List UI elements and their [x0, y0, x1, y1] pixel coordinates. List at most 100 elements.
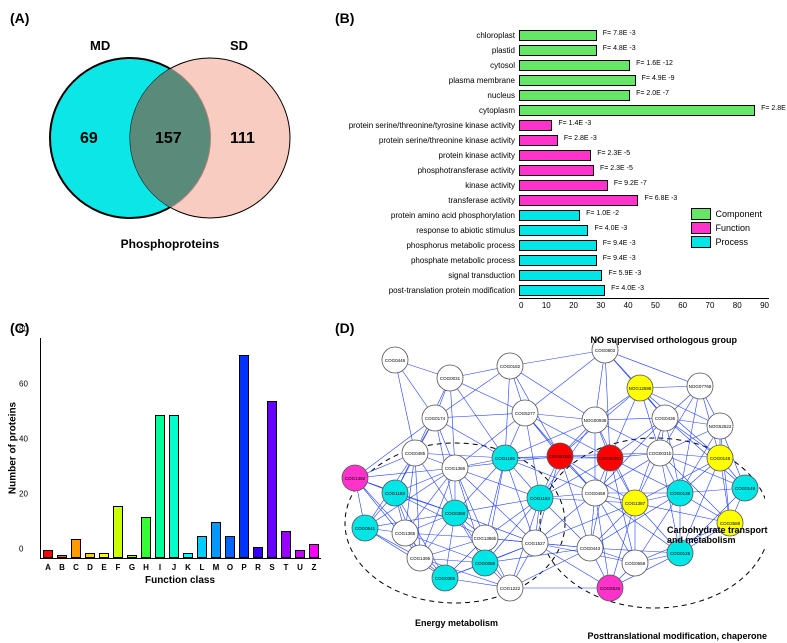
- vbar-ylabel: Number of proteins: [8, 402, 19, 494]
- vbar-category: U: [295, 563, 305, 572]
- vbar-ytick: 60: [19, 380, 28, 389]
- vbar-category: R: [253, 563, 263, 572]
- network-node: COG0541: [352, 515, 378, 541]
- hbar-fvalue: F= 4.8E -3: [603, 45, 636, 52]
- hbar-tick: 20: [569, 301, 578, 310]
- vbar-category: S: [267, 563, 277, 572]
- node-label: COG1385: [395, 531, 416, 536]
- network-node: COG1185: [492, 445, 518, 471]
- network-node: NOG12598: [627, 375, 653, 401]
- node-label: NOG52622: [709, 424, 732, 429]
- node-label: COG0056: [475, 561, 496, 566]
- network-node: COG0182: [497, 353, 523, 379]
- vbar-category: L: [197, 563, 207, 572]
- network-node: COG0138: [667, 480, 693, 506]
- vbar-ytick: 80: [19, 325, 28, 334]
- hbar-bar: [519, 180, 608, 191]
- hbar-track: F= 4.9E -9: [519, 75, 769, 86]
- hbar-bar: [519, 285, 605, 296]
- node-label: COG1395: [410, 556, 431, 561]
- hbar-tick: 30: [596, 301, 605, 310]
- vbar-category: E: [99, 563, 109, 572]
- hbar-fvalue: F= 1.6E -12: [636, 60, 673, 67]
- vbar-ytick: 40: [19, 435, 28, 444]
- vbar-category: C: [71, 563, 81, 572]
- vbar-bar: [141, 517, 151, 558]
- vbar-category: G: [127, 563, 137, 572]
- node-label: COG0149: [735, 486, 756, 491]
- hbar-legend: Component Function Process: [691, 208, 762, 250]
- vbar-bar: [183, 553, 193, 559]
- hbar-track: F= 2.3E -5: [519, 150, 769, 161]
- hbar-label: nucleus: [335, 91, 519, 100]
- network-node: COG1386b: [472, 525, 498, 551]
- hbar-label: cytoplasm: [335, 106, 519, 115]
- network-node: COG0149: [732, 475, 758, 501]
- hbar-tick: 0: [519, 301, 523, 310]
- hbar-row: phosphotransferase activityF= 2.3E -5: [335, 163, 777, 177]
- venn-diagram: MD SD 69 157 111 Phosphoproteins: [10, 10, 330, 251]
- hbar-row: post-translation protein modificationF= …: [335, 283, 777, 297]
- node-label: COG5526: [600, 586, 621, 591]
- hbar-bar: [519, 120, 552, 131]
- node-label: COG0031b: [649, 451, 672, 456]
- vbar-bar: [127, 555, 137, 558]
- vbar-bar: [225, 536, 235, 558]
- vbar-category: B: [57, 563, 67, 572]
- vbar-bar: [239, 355, 249, 559]
- node-label: COG0031: [440, 376, 461, 381]
- network-node: COG5526: [597, 575, 623, 601]
- hbar-bar: [519, 240, 597, 251]
- network-node: COG0056: [472, 550, 498, 576]
- network-node: COG1184: [527, 485, 553, 511]
- hbar-label: plastid: [335, 46, 519, 55]
- network-edge: [605, 350, 700, 386]
- hbar-label: response to abiotic stimulus: [335, 226, 519, 235]
- hbar-fvalue: F= 6.8E -3: [644, 195, 677, 202]
- vbar-bar: [113, 506, 123, 558]
- network-node: COG0443: [577, 535, 603, 561]
- hbar-fvalue: F= 4.9E -9: [642, 75, 675, 82]
- node-label: COG1185: [495, 456, 515, 461]
- node-label: COG0446: [385, 358, 406, 363]
- network-node: COG0458: [582, 480, 608, 506]
- node-label: COG5277: [515, 411, 536, 416]
- vbar-category: A: [43, 563, 53, 572]
- hbar-track: F= 2.3E -5: [519, 165, 769, 176]
- hbar-track: F= 2.8E -3: [519, 135, 769, 146]
- vbar-bar: [57, 555, 67, 558]
- panel-a-label: (A): [10, 10, 29, 26]
- legend-function: Function: [715, 223, 750, 233]
- network-node: COG0558: [622, 550, 648, 576]
- hbar-row: chloroplastF= 7.8E -3: [335, 28, 777, 42]
- network-edge: [450, 378, 505, 458]
- venn-right-label: SD: [230, 38, 248, 53]
- vbar-bar: [211, 522, 221, 558]
- hbar-row: protein serine/threonine kinase activity…: [335, 133, 777, 147]
- node-label: COG1386: [445, 466, 466, 471]
- network-wrap: COG0446COG0031COG0182COG0803NOG12598NOG0…: [335, 320, 777, 633]
- node-label: COG0485: [405, 451, 426, 456]
- network-node: COG0174: [422, 405, 448, 431]
- hbar-bar: [519, 165, 594, 176]
- network-node: COG1527: [522, 530, 548, 556]
- panel-b-label: (B): [335, 10, 354, 26]
- hbar-fvalue: F= 2.3E -5: [600, 165, 633, 172]
- node-label: COG1482: [345, 476, 366, 481]
- network-edge: [450, 378, 455, 468]
- network-node: COG1387: [622, 490, 648, 516]
- vbar-category: O: [225, 563, 235, 572]
- hbar-row: plasma membraneF= 4.9E -9: [335, 73, 777, 87]
- hbar-bar: [519, 255, 597, 266]
- node-label: COG1386b: [474, 536, 497, 541]
- venn-svg: MD SD 69 157 111: [20, 28, 320, 228]
- net-label-energy: Energy metabolism: [415, 618, 498, 628]
- vbar-category: T: [281, 563, 291, 572]
- hbar-label: protein serine/threonine kinase activity: [335, 136, 519, 145]
- vbar-bar: [99, 553, 109, 559]
- hbar-row: cytoplasmF= 2.8E -5: [335, 103, 777, 117]
- hbar-fvalue: F= 1.0E -2: [586, 210, 619, 217]
- network-edge: [435, 413, 525, 418]
- node-label: COG0125: [670, 551, 691, 556]
- vbar-ytick: 0: [19, 545, 23, 554]
